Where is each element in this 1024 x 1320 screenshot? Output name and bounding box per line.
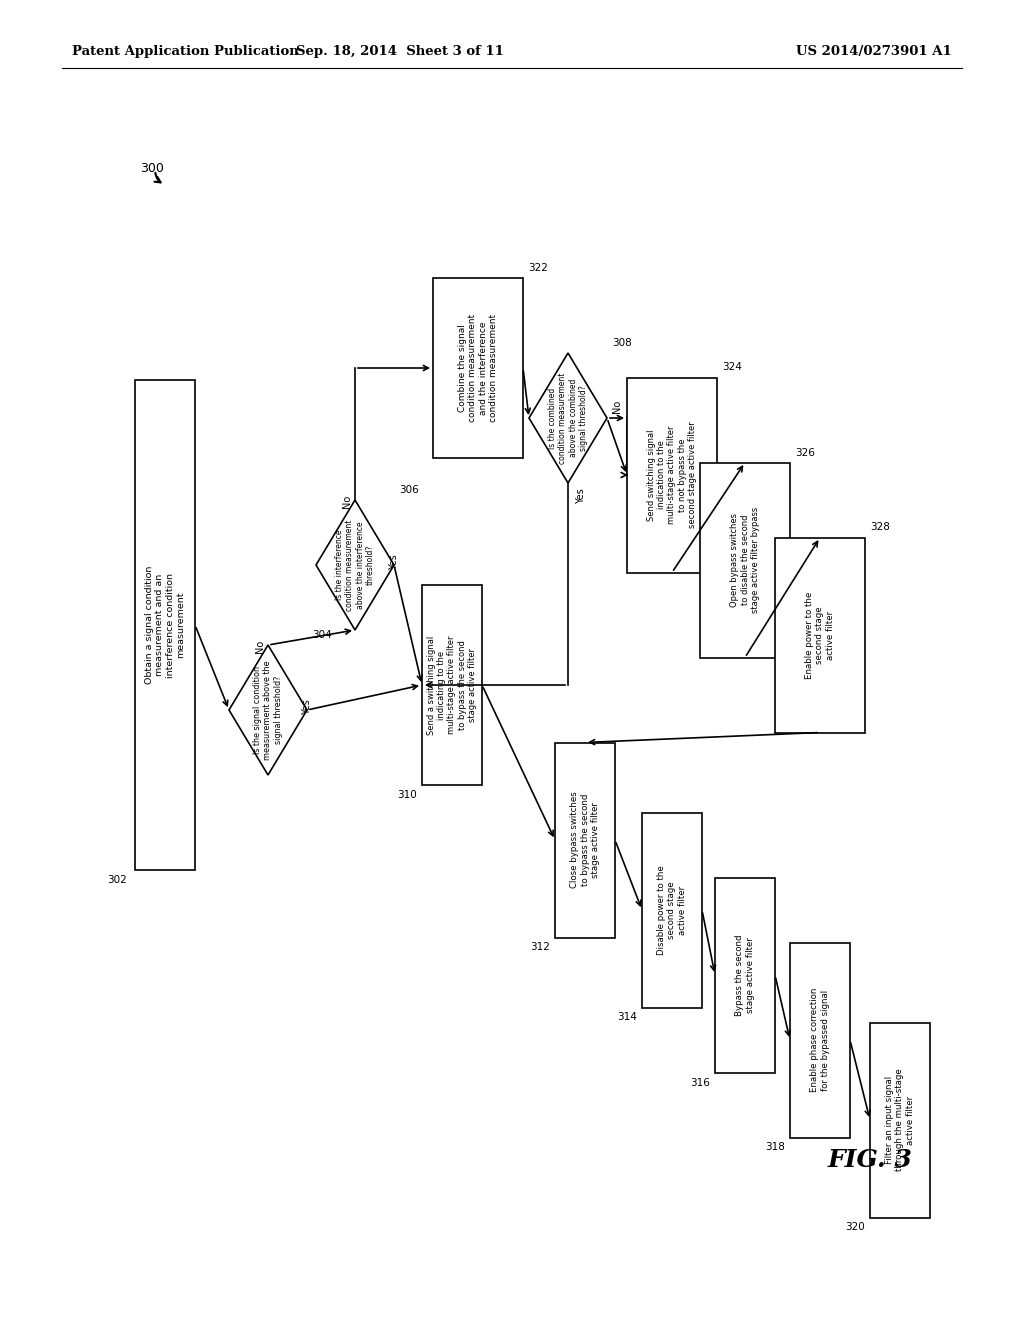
Bar xyxy=(870,1023,930,1217)
Bar xyxy=(715,878,775,1072)
Text: Send switching signal
indication to the
multi-stage active filter
to not bypass : Send switching signal indication to the … xyxy=(647,421,697,528)
Text: Disable power to the
second stage
active filter: Disable power to the second stage active… xyxy=(657,865,687,954)
Text: 328: 328 xyxy=(870,523,890,532)
Text: 318: 318 xyxy=(765,1143,785,1152)
Text: 326: 326 xyxy=(795,447,815,458)
Text: 300: 300 xyxy=(140,162,164,176)
Text: 322: 322 xyxy=(528,263,548,273)
Text: 312: 312 xyxy=(530,942,550,953)
Text: 320: 320 xyxy=(845,1222,865,1233)
Bar xyxy=(790,942,850,1138)
Text: 316: 316 xyxy=(690,1077,710,1088)
Text: Obtain a signal condition
measurement and an
interference condition
measurement: Obtain a signal condition measurement an… xyxy=(145,566,185,684)
Text: Is the interference
condition measurement
above the interference
threshold?: Is the interference condition measuremen… xyxy=(335,519,375,611)
Polygon shape xyxy=(229,645,307,775)
Polygon shape xyxy=(316,500,394,630)
Text: Filter an input signal
through the multi-stage
active filter: Filter an input signal through the multi… xyxy=(885,1069,914,1171)
Bar xyxy=(555,742,615,937)
Bar xyxy=(433,279,523,458)
Text: Is the signal condition
measurement above the
signal threshold?: Is the signal condition measurement abov… xyxy=(253,660,283,760)
Text: 324: 324 xyxy=(722,363,741,372)
Bar xyxy=(642,813,702,1007)
Text: Enable phase correction
for the bypassed signal: Enable phase correction for the bypassed… xyxy=(810,987,829,1092)
Text: Sep. 18, 2014  Sheet 3 of 11: Sep. 18, 2014 Sheet 3 of 11 xyxy=(296,45,504,58)
Text: Send a switching signal
indicating to the
multi-stage active filter
to bypass th: Send a switching signal indicating to th… xyxy=(427,635,477,735)
Text: Close bypass switches
to bypass the second
stage active filter: Close bypass switches to bypass the seco… xyxy=(570,792,600,888)
Text: FIG. 3: FIG. 3 xyxy=(827,1148,912,1172)
Text: 302: 302 xyxy=(108,875,127,884)
Bar xyxy=(422,585,482,785)
Bar xyxy=(775,537,865,733)
Text: Combine the signal
condition measurement
and the interference
condition measurem: Combine the signal condition measurement… xyxy=(458,314,498,422)
Bar xyxy=(700,462,790,657)
Bar xyxy=(135,380,195,870)
Text: Patent Application Publication: Patent Application Publication xyxy=(72,45,299,58)
Polygon shape xyxy=(529,352,607,483)
Bar xyxy=(627,378,717,573)
Text: 310: 310 xyxy=(397,789,417,800)
Text: No: No xyxy=(342,495,352,508)
Text: Open bypass switches
to disable the second
stage active filter bypass: Open bypass switches to disable the seco… xyxy=(730,507,760,612)
Text: Yes: Yes xyxy=(302,700,312,715)
Text: Bypass the second
stage active filter: Bypass the second stage active filter xyxy=(735,935,755,1016)
Text: US 2014/0273901 A1: US 2014/0273901 A1 xyxy=(797,45,952,58)
Text: Is the combined
condition measurement
above the combined
signal threshold?: Is the combined condition measurement ab… xyxy=(548,372,588,463)
Text: 304: 304 xyxy=(312,630,332,640)
Text: Enable power to the
second stage
active filter: Enable power to the second stage active … xyxy=(805,591,835,678)
Text: 314: 314 xyxy=(617,1012,637,1023)
Text: 308: 308 xyxy=(612,338,632,348)
Text: No: No xyxy=(612,400,622,413)
Text: Yes: Yes xyxy=(575,488,586,504)
Text: Yes: Yes xyxy=(389,554,399,570)
Text: No: No xyxy=(255,640,265,653)
Text: 306: 306 xyxy=(399,484,419,495)
